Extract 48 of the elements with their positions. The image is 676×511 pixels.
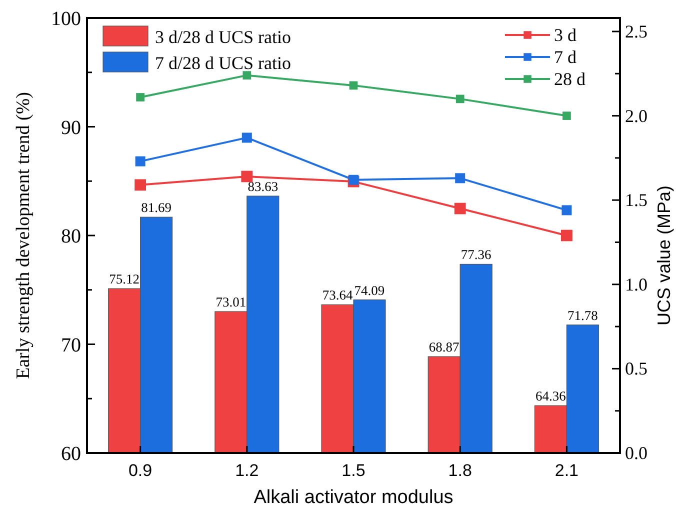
y-tick-label: 100 bbox=[51, 8, 81, 30]
y2-tick-label: 1.0 bbox=[625, 274, 648, 294]
y2-tick-label: 0.0 bbox=[625, 443, 648, 463]
point bbox=[135, 156, 146, 166]
data-label: 83.63 bbox=[248, 179, 278, 194]
x-tick-label: 1.5 bbox=[342, 461, 366, 480]
point bbox=[454, 202, 466, 214]
legend-label: 7 d bbox=[554, 47, 576, 67]
data-label: 73.01 bbox=[216, 294, 246, 310]
x-tick-label: 0.9 bbox=[128, 461, 152, 480]
y-tick-label: 60 bbox=[61, 443, 81, 465]
x-tick-label: 2.1 bbox=[554, 461, 579, 480]
data-label: 68.87 bbox=[428, 340, 460, 355]
y2-tick-label: 2.5 bbox=[625, 21, 648, 42]
data-label: 74.09 bbox=[354, 282, 385, 298]
y-tick-label: 70 bbox=[61, 334, 81, 356]
point bbox=[349, 81, 358, 90]
x-tick-label: 1.8 bbox=[448, 461, 472, 480]
legend-label: 7 d/28 d UCS ratio bbox=[155, 53, 292, 73]
data-label: 75.12 bbox=[109, 272, 140, 287]
data-label: 81.69 bbox=[141, 200, 172, 216]
data-label: 77.36 bbox=[460, 247, 492, 262]
y2-tick-label: 0.5 bbox=[625, 358, 648, 379]
legend-label: 3 d/28 d UCS ratio bbox=[155, 27, 292, 47]
y2-axis-title: UCS value (MPa) bbox=[654, 185, 674, 326]
point bbox=[455, 173, 466, 184]
point bbox=[348, 174, 358, 185]
point bbox=[134, 179, 146, 191]
y2-tick-label: 1.5 bbox=[625, 190, 648, 210]
point bbox=[241, 170, 253, 182]
legend-label: 3 d bbox=[554, 25, 576, 45]
y-tick-label: 80 bbox=[61, 226, 81, 248]
point bbox=[136, 93, 144, 102]
point bbox=[242, 71, 252, 80]
point bbox=[456, 94, 464, 104]
point bbox=[562, 112, 571, 120]
point bbox=[242, 132, 252, 143]
y-tick-label: 90 bbox=[61, 116, 81, 139]
data-label: 73.64 bbox=[322, 288, 353, 303]
x-tick-label: 1.2 bbox=[235, 461, 259, 480]
legend-label: 28 d bbox=[554, 69, 586, 89]
data-label: 71.78 bbox=[568, 308, 598, 323]
x-axis-title: Alkali activator modulus bbox=[254, 487, 454, 508]
y2-tick-label: 2.0 bbox=[625, 106, 648, 126]
y-axis-title: Early strength development trend (%) bbox=[13, 92, 34, 380]
point bbox=[562, 205, 572, 216]
data-label: 64.36 bbox=[536, 388, 566, 404]
point bbox=[561, 230, 572, 242]
